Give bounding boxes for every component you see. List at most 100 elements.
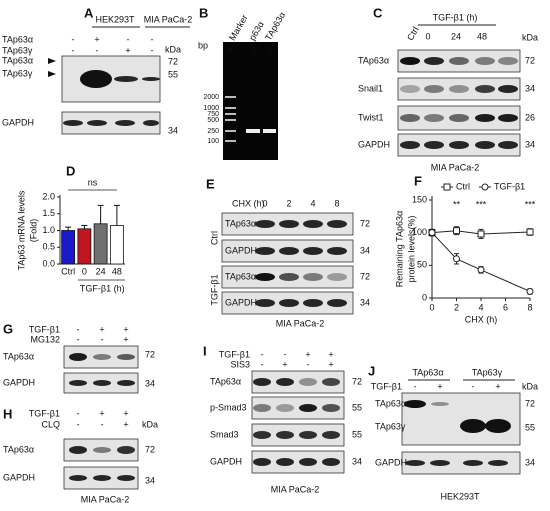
- label: TAp63α: [225, 271, 256, 281]
- label: TAp63α: [358, 55, 389, 65]
- band: [276, 458, 294, 466]
- band: [475, 85, 495, 93]
- blot: [251, 423, 345, 447]
- marker: [477, 266, 485, 274]
- label: 1000: [203, 105, 219, 112]
- band: [498, 141, 518, 149]
- label: I: [203, 343, 207, 358]
- label: TAp63α: [2, 34, 33, 44]
- band: [299, 404, 317, 412]
- band: [114, 76, 138, 82]
- band: [327, 273, 347, 281]
- band: [430, 460, 450, 466]
- label: Snail1: [358, 83, 383, 93]
- label: -: [151, 34, 154, 44]
- band: [255, 299, 275, 307]
- label: +: [123, 408, 128, 418]
- label: +: [282, 359, 287, 369]
- band: [80, 70, 112, 88]
- ladder-band: [225, 140, 236, 142]
- label: 72: [360, 271, 370, 281]
- band: [475, 114, 495, 122]
- band: [498, 114, 518, 122]
- label: kDa: [522, 381, 538, 391]
- band: [279, 299, 299, 307]
- band: [117, 475, 135, 481]
- label: H: [3, 406, 12, 421]
- label: 34: [525, 139, 535, 149]
- label: TGF-β1 (h): [433, 12, 478, 22]
- label: -: [77, 324, 80, 334]
- label: 72: [168, 56, 178, 66]
- x-tick-label: 8: [527, 302, 532, 312]
- label: GAPDH: [225, 297, 257, 307]
- label: -: [472, 381, 475, 391]
- label: -: [101, 419, 104, 429]
- label: +: [125, 45, 130, 55]
- y-tick-label: 100: [412, 227, 427, 237]
- band: [327, 247, 347, 255]
- label: GAPDH: [225, 245, 257, 255]
- band: [299, 378, 317, 386]
- blot: [401, 451, 521, 475]
- arrow: [48, 71, 56, 77]
- label: 2000: [203, 94, 219, 101]
- band: [400, 85, 420, 93]
- band: [400, 114, 420, 122]
- band: [276, 404, 294, 412]
- label: C: [373, 5, 383, 20]
- label: 72: [145, 444, 155, 454]
- label: 72: [525, 55, 535, 65]
- label: -: [72, 34, 75, 44]
- band: [460, 419, 486, 433]
- band: [424, 141, 444, 149]
- label: -: [101, 334, 104, 344]
- band: [488, 460, 508, 466]
- label: MIA PaCa-2: [144, 14, 193, 24]
- label: MIA PaCa-2: [271, 484, 320, 494]
- marker: [443, 183, 451, 191]
- label: +: [99, 408, 104, 418]
- band: [93, 354, 111, 360]
- label: +: [328, 349, 333, 359]
- gel-band: [263, 129, 276, 133]
- x-tick-label: 0: [429, 302, 434, 312]
- significance: ***: [525, 199, 536, 209]
- label: -: [307, 359, 310, 369]
- label: -: [284, 349, 287, 359]
- y-axis-label: (Fold): [28, 219, 38, 243]
- band: [279, 247, 299, 255]
- label: +: [123, 419, 128, 429]
- label: TGF-β1: [29, 408, 60, 418]
- label: 2: [286, 198, 291, 208]
- band: [424, 114, 444, 122]
- label: 0: [262, 198, 267, 208]
- label: TAp63γ: [2, 68, 33, 78]
- band: [449, 141, 469, 149]
- arrow: [48, 58, 56, 64]
- label: -: [261, 359, 264, 369]
- band: [69, 380, 87, 386]
- band: [431, 402, 449, 406]
- label: 4: [310, 198, 315, 208]
- band: [322, 404, 340, 412]
- label: +: [123, 334, 128, 344]
- label: p-Smad3: [210, 402, 247, 412]
- label: E: [206, 176, 215, 191]
- band: [303, 273, 323, 281]
- band: [255, 247, 275, 255]
- legend-label: Ctrl: [456, 181, 470, 191]
- label: TAp63γ: [2, 45, 33, 55]
- error-bar: [81, 224, 88, 229]
- y-axis-label: TAp63 mRNA levels: [16, 190, 26, 270]
- label: HEK293T: [440, 491, 480, 501]
- label: -: [414, 381, 417, 391]
- x-tick-label: 48: [112, 266, 122, 276]
- marker: [453, 255, 460, 263]
- label: -: [127, 34, 130, 44]
- band: [303, 247, 323, 255]
- label: GAPDH: [3, 472, 35, 482]
- label: G: [3, 321, 13, 336]
- label: 34: [168, 125, 178, 135]
- label: 0: [425, 31, 430, 41]
